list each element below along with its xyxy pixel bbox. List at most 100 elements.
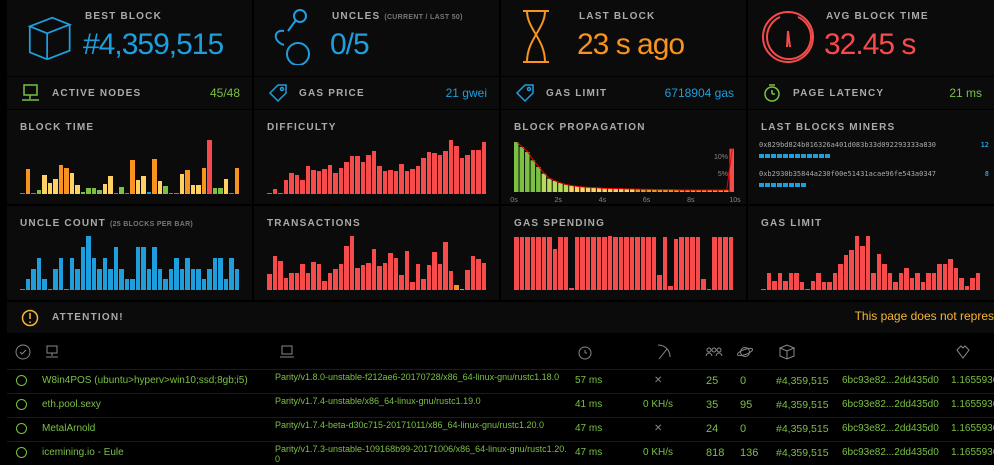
chart-bar xyxy=(684,236,689,290)
histogram-bar xyxy=(563,184,569,192)
block-icon[interactable] xyxy=(779,344,795,360)
chart-bar xyxy=(788,273,793,290)
node-row[interactable]: W8in4POS (ubuntu>hyperv>win10;ssd;8gb;i5… xyxy=(7,369,994,393)
difficulty: 1.16559361 xyxy=(951,375,994,386)
node-row[interactable]: MetalArnold Parity/v1.7.4-beta-d30c715-2… xyxy=(7,417,994,441)
chart-bar xyxy=(717,236,722,290)
chart-bar xyxy=(810,280,815,290)
histogram-bar xyxy=(657,189,663,192)
chart-bar xyxy=(926,273,931,290)
chart-bar xyxy=(152,246,157,290)
chart-bar xyxy=(382,262,387,290)
planet-icon[interactable] xyxy=(736,345,754,359)
node-name[interactable]: eth.pool.sexy xyxy=(42,399,101,410)
chart-bar xyxy=(349,236,354,290)
block-square xyxy=(789,183,794,187)
difficulty-icon[interactable] xyxy=(955,344,971,360)
chart-bar xyxy=(47,288,52,290)
chart-bar xyxy=(470,256,475,290)
active-nodes-label: Active Nodes xyxy=(52,88,142,99)
chart-bar xyxy=(196,185,201,194)
chart-bar xyxy=(163,185,168,194)
node-row[interactable]: icemining.io - Eule Parity/v1.7.3-unstab… xyxy=(7,441,994,465)
chart-bar xyxy=(168,268,173,290)
block-propagation-chart: Block Propagation 0s 2s 4s 6s 8s 10s 10% 5% xyxy=(501,110,746,204)
chart-bar xyxy=(36,257,41,290)
chart-bar xyxy=(355,268,360,290)
chart-bar xyxy=(58,257,63,290)
chart-bar xyxy=(130,279,135,290)
chart-bar xyxy=(322,280,327,290)
chart-bar xyxy=(300,264,305,290)
node-icon[interactable] xyxy=(45,345,59,359)
check-circle-icon[interactable] xyxy=(15,344,31,360)
histogram-bar xyxy=(630,189,635,192)
chart-title: Difficulty xyxy=(267,122,337,133)
chart-bar xyxy=(953,268,958,290)
chart-bar xyxy=(223,179,228,194)
gas-price-panel: Gas Price 21 gwei xyxy=(254,77,499,109)
status-circle-icon xyxy=(16,375,27,386)
chart-bar xyxy=(942,263,947,290)
gas-price-label: Gas Price xyxy=(299,88,365,99)
chart-bar xyxy=(146,191,151,194)
histogram-bar xyxy=(574,186,580,192)
peers-icon[interactable] xyxy=(705,346,723,358)
chart-bar xyxy=(766,272,771,290)
block-square xyxy=(777,183,782,187)
chart-bar xyxy=(349,155,354,194)
laptop-icon[interactable] xyxy=(279,345,295,359)
chart-bar xyxy=(141,246,146,290)
node-name[interactable]: MetalArnold xyxy=(42,423,96,434)
uncles-label: Uncles (current / last 50) xyxy=(332,11,463,22)
histogram-bar xyxy=(718,190,723,192)
histogram-bar xyxy=(641,189,646,192)
chart-bar xyxy=(113,192,118,194)
chart-bar xyxy=(47,183,52,194)
chart-bar xyxy=(207,140,212,194)
chart-bar xyxy=(525,236,530,290)
chart-bar xyxy=(783,280,788,290)
chart-bar xyxy=(695,236,700,290)
node-row[interactable]: eth.pool.sexy Parity/v1.7.4-unstable/x86… xyxy=(7,393,994,417)
chart-bar xyxy=(377,266,382,290)
chart-bar xyxy=(541,236,546,290)
chart-bar xyxy=(443,241,448,290)
histogram-bar xyxy=(541,173,547,192)
chart-bar xyxy=(80,246,85,290)
chart-subtitle: (25 blocks per bar) xyxy=(109,221,194,228)
chart-bar xyxy=(371,150,376,194)
chart-bar xyxy=(371,249,376,290)
chart-bar xyxy=(36,189,41,194)
chart-bar xyxy=(294,175,299,194)
chart-bars xyxy=(514,234,733,290)
chart-bar xyxy=(580,236,585,290)
block-square xyxy=(771,154,776,158)
uncles-sublabel: (current / last 50) xyxy=(384,14,463,21)
chart-bar xyxy=(432,152,437,194)
histogram-bar xyxy=(613,188,618,192)
block-square xyxy=(783,154,788,158)
attention-message: This page does not repres xyxy=(854,309,994,323)
node-name[interactable]: icemining.io - Eule xyxy=(42,447,124,458)
chart-bar xyxy=(267,193,272,194)
latency-icon[interactable] xyxy=(577,344,593,360)
node-name[interactable]: W8in4POS (ubuntu>hyperv>win10;ssd;8gb;i5… xyxy=(42,375,248,386)
chart-bar xyxy=(141,175,146,194)
block-square xyxy=(807,154,812,158)
chart-bar xyxy=(31,192,36,194)
chart-bars xyxy=(761,234,980,290)
chart-bar xyxy=(443,150,448,194)
block-square xyxy=(801,154,806,158)
pending: 0 xyxy=(740,423,747,435)
chart-bar xyxy=(360,161,365,194)
chart-bar xyxy=(212,257,217,290)
chart-bar xyxy=(454,284,459,290)
pickaxe-icon[interactable] xyxy=(655,343,673,361)
chart-bar xyxy=(333,268,338,290)
latency: 57 ms xyxy=(575,375,603,386)
miner-address: 0xb2930b35844a230f00e51431acae96fe543a03… xyxy=(759,170,937,178)
chart-bar xyxy=(289,272,294,290)
block-square xyxy=(795,154,800,158)
last-block-value: 23 s ago xyxy=(577,28,685,61)
